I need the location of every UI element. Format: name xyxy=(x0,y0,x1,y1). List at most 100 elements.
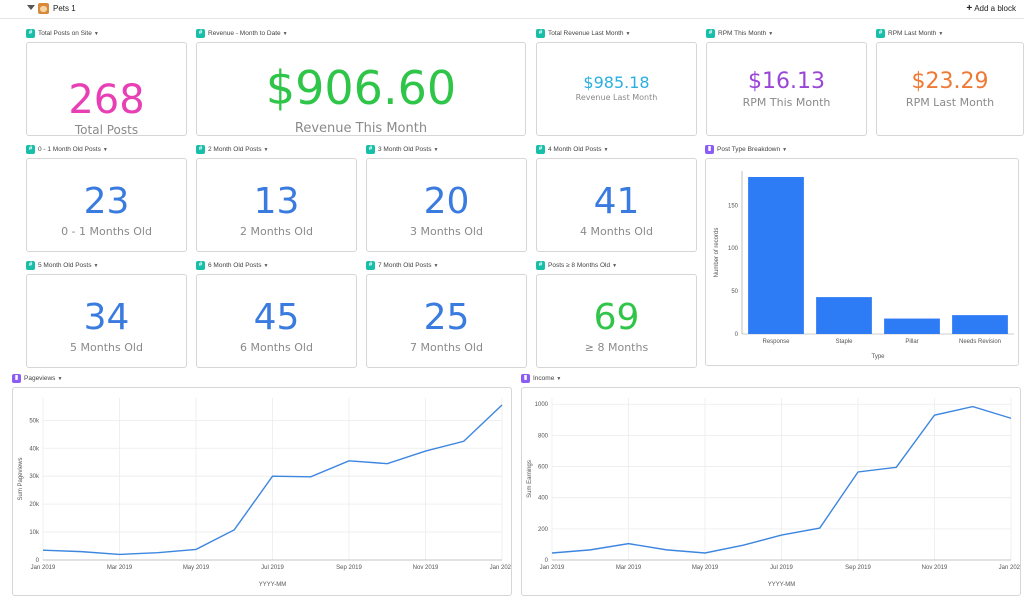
y-tick-label: 150 xyxy=(728,203,739,209)
y-tick-label: 1000 xyxy=(535,402,549,408)
x-tick-label: Jan 2019 xyxy=(31,565,56,571)
widget-label[interactable]: # Total Revenue Last Month ▼ xyxy=(536,28,630,40)
widget-value: 268 xyxy=(68,77,145,123)
number-widget-card[interactable]: $23.29 RPM Last Month xyxy=(876,42,1024,136)
x-axis-label: Type xyxy=(871,354,885,360)
number-widget-icon: # xyxy=(706,28,715,38)
widget-label[interactable]: # Revenue - Month to Date ▼ xyxy=(196,28,288,40)
number-widget-card[interactable]: 34 5 Months Old xyxy=(26,274,187,368)
widget-caption: 7 Months Old xyxy=(410,341,483,354)
y-tick-label: 0 xyxy=(545,558,549,564)
widget-label-post-type-breakdown[interactable]: ▮ Post Type Breakdown ▼ xyxy=(705,144,787,156)
chevron-down-icon[interactable]: ▼ xyxy=(93,31,99,37)
widget-label[interactable]: #7 Month Old Posts ▼ xyxy=(366,260,438,272)
chevron-down-icon[interactable]: ▼ xyxy=(57,376,63,382)
number-widget-card[interactable]: $906.60 Revenue This Month xyxy=(196,42,526,136)
widget-value: $985.18 xyxy=(583,73,650,92)
chevron-down-icon[interactable]: ▼ xyxy=(603,147,609,153)
x-tick-label: Response xyxy=(762,339,790,345)
number-widget-card[interactable]: 268 Total Posts xyxy=(26,42,187,137)
chevron-down-icon[interactable]: ▼ xyxy=(282,31,288,37)
chevron-down-icon[interactable]: ▼ xyxy=(263,147,269,153)
number-widget-card[interactable]: 20 3 Months Old xyxy=(366,158,527,252)
y-tick-label: 100 xyxy=(728,246,739,252)
number-widget-card[interactable]: 41 4 Months Old xyxy=(536,158,697,252)
widget-label-income[interactable]: ▮ Income ▼ xyxy=(521,373,561,385)
widget-label-pageviews[interactable]: ▮ Pageviews ▼ xyxy=(12,373,62,385)
widget-caption: RPM Last Month xyxy=(905,96,995,109)
widget-title: Total Posts on Site xyxy=(38,30,92,37)
widget-title: RPM Last Month xyxy=(888,30,937,37)
number-widget-card[interactable]: 69 ≥ 8 Months xyxy=(536,274,697,368)
chevron-down-icon[interactable]: ▼ xyxy=(433,263,439,269)
widget-caption: 2 Months Old xyxy=(240,225,313,238)
post-type-chart-card: 0 50 100 150 Response Staple Pillar Needs Revis… xyxy=(705,158,1019,366)
widget-label[interactable]: #6 Month Old Posts ▼ xyxy=(196,260,268,272)
bar xyxy=(952,315,1008,334)
widget-label[interactable]: #4 Month Old Posts ▼ xyxy=(536,144,608,156)
widget-value: $906.60 xyxy=(265,61,457,115)
add-block-button[interactable]: + Add a block xyxy=(966,3,1016,14)
pet-emoji-icon xyxy=(38,3,49,14)
widget-label[interactable]: # Total Posts on Site ▼ xyxy=(26,28,99,40)
chevron-down-icon[interactable]: ▼ xyxy=(625,31,631,37)
widget-label[interactable]: #3 Month Old Posts ▼ xyxy=(366,144,438,156)
x-tick-label: Sep 2019 xyxy=(336,565,362,571)
income-line-chart: 0 200 400 600 800 1000 Jan 2019 Mar 2019 May 201… xyxy=(527,398,1024,588)
income-chart-card: 0 200 400 600 800 1000 Jan 2019 Mar 2019 May 201… xyxy=(521,387,1024,596)
number-widget-icon: # xyxy=(26,260,35,270)
widget-label[interactable]: # Posts ≥ 8 Months Old ▼ xyxy=(536,260,617,272)
x-tick-label: Mar 2019 xyxy=(107,565,133,571)
widget-caption: 0 - 1 Months Old xyxy=(61,225,152,238)
chevron-down-icon[interactable]: ▼ xyxy=(938,31,944,37)
number-widget-card[interactable]: $985.18 Revenue Last Month xyxy=(536,42,697,136)
number-widget-card[interactable]: 45 6 Months Old xyxy=(196,274,357,368)
widget-caption: Revenue This Month xyxy=(294,121,428,136)
page-title[interactable]: Pets 1 xyxy=(53,4,76,13)
widget-value: 13 xyxy=(253,181,300,222)
y-axis-label: Number of records xyxy=(714,228,720,278)
x-tick-label: Jan 2020 xyxy=(490,565,511,571)
y-tick-label: 50k xyxy=(29,418,40,424)
add-block-label: Add a block xyxy=(974,4,1016,13)
chevron-down-icon[interactable]: ▼ xyxy=(768,31,774,37)
y-tick-label: 40k xyxy=(29,446,40,452)
chevron-down-icon[interactable]: ▼ xyxy=(93,263,99,269)
bar xyxy=(816,297,872,334)
widget-title: 3 Month Old Posts xyxy=(378,146,432,153)
y-axis-label: Sum Earnings xyxy=(527,460,533,498)
widget-label[interactable]: #2 Month Old Posts ▼ xyxy=(196,144,268,156)
widget-label[interactable]: #5 Month Old Posts ▼ xyxy=(26,260,98,272)
chevron-down-icon[interactable]: ▼ xyxy=(612,263,618,269)
widget-caption: ≥ 8 Months xyxy=(584,341,649,354)
number-widget-card[interactable]: 23 0 - 1 Months Old xyxy=(26,158,187,252)
y-tick-label: 20k xyxy=(29,502,40,508)
x-tick-label: Jan 2020 xyxy=(999,565,1020,571)
x-tick-label: May 2019 xyxy=(692,565,719,571)
page-header: Pets 1 + Add a block xyxy=(0,0,1024,19)
widget-label[interactable]: # RPM Last Month ▼ xyxy=(876,28,943,40)
x-tick-label: Nov 2019 xyxy=(413,565,439,571)
widget-value: 20 xyxy=(423,181,470,222)
number-widget-icon: # xyxy=(196,260,205,270)
x-tick-label: Pillar xyxy=(905,339,918,345)
widget-caption: Total Posts xyxy=(74,123,139,137)
chevron-down-icon[interactable]: ▼ xyxy=(102,147,108,153)
widget-title: 7 Month Old Posts xyxy=(378,262,432,269)
widget-label[interactable]: #0 - 1 Month Old Posts ▼ xyxy=(26,144,108,156)
chevron-down-icon[interactable]: ▼ xyxy=(433,147,439,153)
number-widget-card[interactable]: $16.13 RPM This Month xyxy=(706,42,867,136)
post-type-bar-chart: 0 50 100 150 Response Staple Pillar Needs Revis… xyxy=(714,171,1014,360)
chevron-down-icon[interactable]: ▼ xyxy=(782,147,788,153)
number-widget-card[interactable]: 25 7 Months Old xyxy=(366,274,527,368)
widget-title: Income xyxy=(533,375,555,382)
widget-label[interactable]: # RPM This Month ▼ xyxy=(706,28,773,40)
collapse-triangle-icon[interactable] xyxy=(27,5,35,10)
y-tick-label: 30k xyxy=(29,474,40,480)
chart-icon: ▮ xyxy=(705,144,714,154)
widget-title: Total Revenue Last Month xyxy=(548,30,624,37)
chevron-down-icon[interactable]: ▼ xyxy=(263,263,269,269)
chart-icon: ▮ xyxy=(521,373,530,383)
number-widget-card[interactable]: 13 2 Months Old xyxy=(196,158,357,252)
chevron-down-icon[interactable]: ▼ xyxy=(556,376,562,382)
